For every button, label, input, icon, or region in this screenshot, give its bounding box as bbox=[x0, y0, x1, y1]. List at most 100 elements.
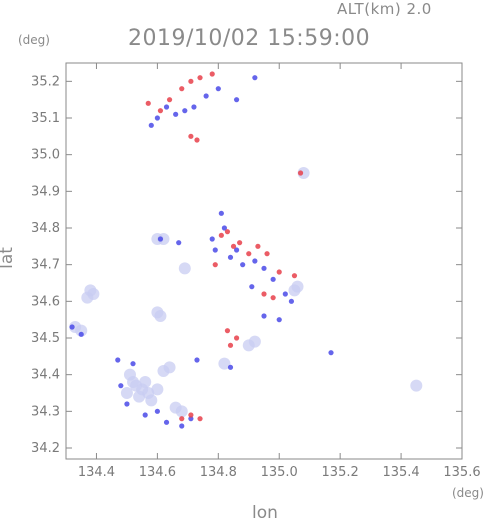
echo-point-positive bbox=[179, 416, 185, 422]
echo-point-weak bbox=[297, 167, 310, 179]
tick-layer: 134.4 134.6 134.8 135.0 135.2 135.4 135.6 34.2 3… bbox=[31, 63, 481, 480]
echo-point-weak bbox=[151, 306, 164, 319]
echo-point-weak bbox=[75, 324, 88, 337]
echo-point-positive bbox=[188, 78, 194, 84]
y-tick-label: 35.1 bbox=[31, 111, 60, 126]
x-tick-label: 134.4 bbox=[78, 465, 115, 480]
echo-point-negative bbox=[163, 419, 170, 425]
y-tick-label: 34.7 bbox=[31, 258, 60, 273]
echo-point-negative bbox=[218, 210, 224, 216]
echo-point-negative bbox=[249, 284, 255, 290]
echo-point-positive bbox=[157, 108, 164, 114]
echo-point-positive bbox=[188, 412, 194, 418]
echo-point-negative bbox=[252, 258, 258, 264]
echo-point-weak bbox=[123, 368, 136, 381]
echo-point-positive bbox=[270, 295, 276, 301]
echo-point-positive bbox=[230, 243, 237, 249]
echo-point-positive bbox=[261, 291, 267, 297]
echo-point-positive bbox=[218, 232, 224, 238]
echo-point-negative bbox=[227, 364, 234, 370]
echo-point-negative bbox=[130, 361, 136, 367]
echo-point-positive bbox=[212, 262, 218, 268]
echo-point-negative bbox=[176, 240, 182, 246]
echo-point-negative bbox=[163, 104, 170, 110]
echo-point-weak bbox=[133, 390, 146, 403]
echo-point-negative bbox=[142, 412, 148, 418]
echo-point-positive bbox=[237, 240, 243, 246]
echo-point-negative bbox=[69, 324, 75, 330]
echo-layer bbox=[69, 71, 423, 429]
echo-point-negative bbox=[328, 350, 334, 356]
echo-point-weak bbox=[145, 394, 158, 407]
y-tick-label: 34.6 bbox=[31, 294, 60, 309]
timestamp-title: 2019/10/02 15:59:00 bbox=[128, 26, 371, 51]
echo-point-positive bbox=[209, 71, 215, 77]
echo-point-negative bbox=[157, 236, 164, 242]
echo-point-positive bbox=[188, 133, 194, 139]
echo-point-negative bbox=[179, 423, 185, 429]
echo-point-negative bbox=[221, 225, 227, 231]
echo-point-positive bbox=[224, 328, 231, 334]
echo-point-weak bbox=[291, 280, 304, 293]
y-axis-unit: (deg) bbox=[18, 33, 50, 47]
echo-point-negative bbox=[227, 254, 234, 260]
echo-point-positive bbox=[179, 86, 185, 92]
echo-point-negative bbox=[270, 276, 276, 282]
echo-point-positive bbox=[166, 97, 173, 103]
echo-point-negative bbox=[215, 86, 221, 92]
x-tick-label: 135.6 bbox=[443, 465, 480, 480]
echo-point-negative bbox=[115, 357, 121, 363]
echo-point-weak bbox=[163, 361, 176, 374]
echo-point-negative bbox=[78, 331, 84, 337]
echo-point-positive bbox=[233, 335, 240, 341]
x-tick-label: 135.2 bbox=[322, 465, 359, 480]
echo-point-positive bbox=[291, 273, 298, 279]
echo-point-negative bbox=[276, 317, 282, 323]
y-tick-label: 34.2 bbox=[31, 441, 60, 456]
plot-frame bbox=[65, 62, 463, 460]
echo-point-weak bbox=[81, 291, 94, 304]
echo-point-negative bbox=[261, 265, 267, 271]
echo-point-negative bbox=[118, 383, 124, 389]
echo-point-weak bbox=[157, 233, 170, 245]
echo-point-weak bbox=[120, 387, 133, 399]
echo-point-positive bbox=[194, 137, 200, 143]
y-tick-label: 34.4 bbox=[31, 368, 60, 383]
echo-point-positive bbox=[227, 342, 234, 348]
echo-point-weak bbox=[218, 357, 231, 370]
echo-point-positive bbox=[255, 243, 261, 249]
echo-point-positive bbox=[197, 75, 203, 81]
echo-point-weak bbox=[410, 379, 423, 392]
y-tick-label: 34.8 bbox=[31, 221, 60, 236]
echo-point-weak bbox=[178, 262, 191, 275]
echo-point-negative bbox=[173, 111, 179, 117]
echo-point-negative bbox=[240, 262, 246, 268]
x-axis-title: lon bbox=[252, 503, 278, 523]
y-tick-label: 34.9 bbox=[31, 184, 60, 199]
echo-point-negative bbox=[148, 122, 154, 128]
x-tick-label: 135.4 bbox=[382, 465, 419, 480]
echo-point-weak bbox=[248, 335, 261, 348]
echo-point-weak bbox=[151, 383, 164, 396]
x-tick-label: 135.0 bbox=[261, 465, 298, 480]
y-tick-label: 34.3 bbox=[31, 404, 60, 419]
echo-point-negative bbox=[212, 247, 218, 253]
echo-point-positive bbox=[224, 229, 231, 235]
y-tick-label: 34.5 bbox=[31, 331, 60, 346]
echo-point-positive bbox=[145, 100, 151, 106]
echo-point-negative bbox=[182, 108, 188, 114]
echo-point-weak bbox=[139, 376, 152, 388]
altitude-label: ALT(km) 2.0 bbox=[337, 0, 432, 18]
echo-point-negative bbox=[209, 236, 215, 242]
echo-point-positive bbox=[246, 251, 252, 257]
echo-point-negative bbox=[191, 104, 197, 110]
y-tick-label: 35.0 bbox=[31, 148, 60, 163]
echo-point-negative bbox=[261, 313, 267, 319]
echo-point-negative bbox=[252, 75, 258, 81]
echo-point-negative bbox=[233, 247, 240, 253]
x-tick-label: 134.6 bbox=[139, 465, 176, 480]
echo-point-negative bbox=[203, 93, 209, 99]
echo-point-negative bbox=[188, 416, 194, 422]
echo-point-negative bbox=[154, 115, 160, 121]
